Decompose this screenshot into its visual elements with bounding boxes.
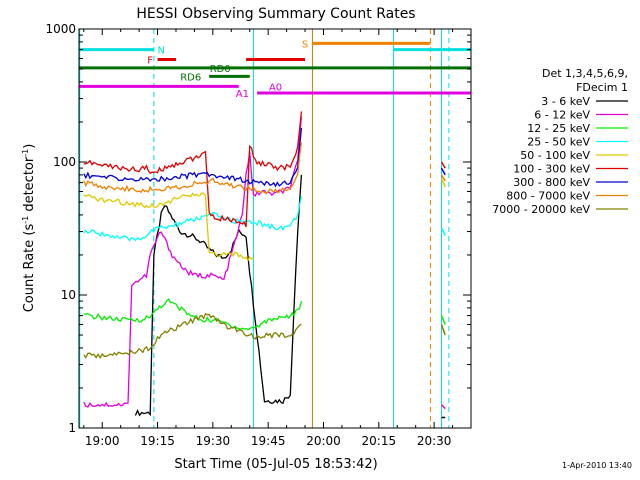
series-tail-1 [440, 404, 446, 410]
series-line-3 [83, 196, 303, 242]
x-tick-label: 20:30 [417, 434, 452, 448]
legend-entry-label: 100 - 300 keV [513, 163, 590, 176]
series-tail-5 [440, 161, 446, 169]
series-line-0 [134, 174, 303, 417]
legend-header-line: Det 1,3,4,5,6,9, [542, 67, 628, 80]
series-tail-7 [440, 174, 446, 182]
x-tick-label: 19:15 [140, 434, 175, 448]
legend-entry-label: 7000 - 20000 keV [492, 203, 590, 216]
flag-label-rd6: RD6 [180, 72, 201, 83]
y-tick-label: 100 [53, 155, 76, 169]
x-tick-label: 20:00 [306, 434, 341, 448]
x-axis-label: Start Time (05-Jul-05 18:53:42) [174, 457, 377, 472]
footer-timestamp: 1-Apr-2010 13:40 [562, 461, 632, 470]
legend-entry-label: 25 - 50 keV [527, 136, 590, 149]
flag-label-a0: A0 [269, 82, 282, 93]
chart-title: HESSI Observing Summary Count Rates [136, 6, 415, 22]
legend-entry-label: 3 - 6 keV [541, 95, 590, 108]
legend-entry-label: 300 - 800 keV [513, 176, 590, 189]
series-line-4 [83, 192, 254, 262]
flag-label-a1: A1 [236, 89, 249, 100]
flag-label-rd0: RD0 [210, 64, 231, 75]
legend-entry-label: 12 - 25 keV [527, 122, 590, 135]
y-tick-label: 1 [68, 421, 76, 435]
flag-label-s: S [302, 39, 308, 50]
y-tick-label: 1000 [45, 22, 76, 36]
legend-entry-label: 50 - 100 keV [520, 149, 590, 162]
y-tick-label: 10 [61, 288, 76, 302]
plot-frame [78, 28, 472, 429]
series-line-2 [83, 298, 303, 331]
x-tick-label: 19:00 [85, 434, 120, 448]
series-tail-3 [440, 227, 446, 236]
legend-entry-label: 6 - 12 keV [534, 109, 590, 122]
series-line-7 [83, 142, 303, 195]
legend-header-line: FDecim 1 [576, 81, 628, 94]
series-tail-6 [440, 167, 446, 176]
series-line-6 [83, 127, 303, 188]
series-tail-4 [440, 178, 446, 188]
series-line-5 [83, 111, 303, 228]
x-tick-label: 19:30 [196, 434, 231, 448]
series-tail-8 [440, 324, 446, 336]
series-line-8 [83, 312, 302, 359]
x-tick-label: 20:15 [362, 434, 397, 448]
x-tick-label: 19:45 [251, 434, 286, 448]
legend-entry-label: 800 - 7000 keV [506, 190, 590, 203]
flag-label-f: F [147, 55, 153, 66]
series-tail-2 [440, 315, 446, 325]
flag-label-n: N [157, 46, 164, 57]
y-axis-label: Count Rate (s-1 detector-1) [21, 144, 37, 313]
